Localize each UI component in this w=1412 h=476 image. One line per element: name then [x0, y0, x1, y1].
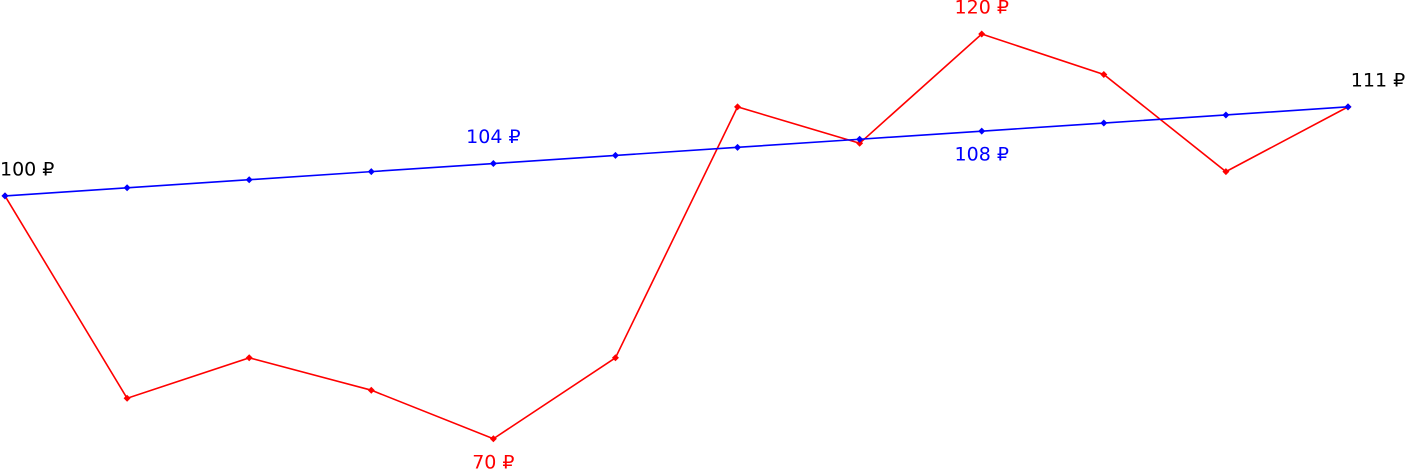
point-marker	[1, 192, 9, 200]
point-marker	[367, 168, 375, 176]
point-marker	[1222, 111, 1230, 119]
point-marker	[245, 354, 253, 362]
point-marker	[611, 354, 619, 362]
point-marker	[1344, 103, 1352, 111]
data-label: 111 ₽	[1351, 69, 1405, 91]
data-label: 120 ₽	[955, 0, 1009, 19]
point-marker	[1222, 168, 1230, 176]
data-label: 108 ₽	[955, 144, 1009, 166]
point-marker	[856, 139, 864, 147]
point-marker	[123, 184, 131, 192]
point-marker	[367, 386, 375, 394]
point-marker	[978, 127, 986, 135]
point-marker	[245, 176, 253, 184]
series-line	[4, 106, 1349, 197]
point-marker	[489, 160, 497, 168]
point-marker	[123, 394, 131, 402]
point-marker	[489, 435, 497, 443]
point-marker	[611, 151, 619, 159]
point-marker	[856, 135, 864, 143]
data-label: 100 ₽	[0, 158, 54, 180]
series-line	[4, 33, 1349, 440]
point-marker	[978, 30, 986, 38]
point-marker	[1100, 70, 1108, 78]
point-marker	[734, 103, 742, 111]
data-label: 70 ₽	[472, 451, 514, 473]
data-label: 104 ₽	[466, 126, 520, 148]
point-marker	[734, 143, 742, 151]
point-marker	[1100, 119, 1108, 127]
